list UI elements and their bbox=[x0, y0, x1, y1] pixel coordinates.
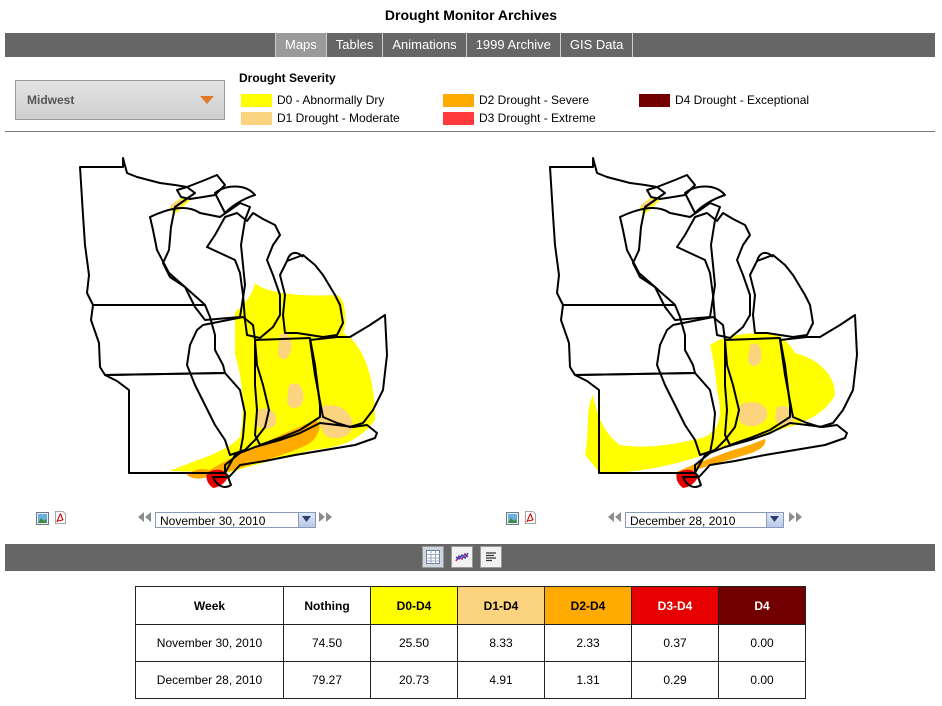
legend-item-d1: D1 Drought - Moderate bbox=[241, 111, 400, 125]
tab-maps[interactable]: Maps bbox=[275, 33, 326, 57]
col-header-d2-d4: D2-D4 bbox=[544, 586, 632, 625]
legend-item-d0: D0 - Abnormally Dry bbox=[241, 93, 384, 107]
col-header-d1-d4: D1-D4 bbox=[457, 586, 545, 625]
legend-label-d1: D1 Drought - Moderate bbox=[277, 111, 400, 125]
col-header-d0-d4: D0-D4 bbox=[370, 586, 458, 625]
rewind-icon[interactable] bbox=[607, 511, 622, 523]
tab-1999-archive[interactable]: 1999 Archive bbox=[465, 33, 560, 57]
cell-d3-d4: 0.29 bbox=[631, 661, 719, 699]
legend-swatch-d3 bbox=[443, 111, 474, 125]
chevron-down-icon bbox=[200, 96, 214, 104]
nav-tabs: Maps Tables Animations 1999 Archive GIS … bbox=[275, 33, 634, 57]
cell-d0-d4: 25.50 bbox=[370, 624, 458, 662]
legend-swatch-d4 bbox=[639, 93, 670, 107]
legend-label-d2: D2 Drought - Severe bbox=[479, 93, 590, 107]
col-header-d4: D4 bbox=[718, 586, 806, 625]
image-icon[interactable] bbox=[506, 512, 519, 525]
table-row: December 28, 2010 79.27 20.73 4.91 1.31 … bbox=[135, 661, 806, 699]
rewind-icon[interactable] bbox=[137, 511, 152, 523]
col-header-d3-d4: D3-D4 bbox=[631, 586, 719, 625]
cell-nothing: 79.27 bbox=[283, 661, 371, 699]
date-select-right[interactable]: December 28, 2010 bbox=[625, 512, 784, 528]
cell-week: December 28, 2010 bbox=[135, 661, 284, 699]
legend-title: Drought Severity bbox=[239, 71, 336, 85]
legend-swatch-d0 bbox=[241, 93, 272, 107]
table-icon bbox=[426, 550, 440, 564]
drought-stats-table: Week Nothing D0-D4 D1-D4 D2-D4 D3-D4 D4 … bbox=[135, 586, 806, 699]
tab-animations[interactable]: Animations bbox=[382, 33, 465, 57]
text-icon bbox=[486, 552, 496, 562]
nav-bar: Maps Tables Animations 1999 Archive GIS … bbox=[5, 33, 935, 57]
legend-label-d0: D0 - Abnormally Dry bbox=[277, 93, 385, 107]
region-dropdown[interactable]: Midwest bbox=[15, 80, 225, 120]
section-divider bbox=[5, 131, 935, 132]
fast-forward-icon[interactable] bbox=[788, 511, 803, 523]
cell-d1-d4: 4.91 bbox=[457, 661, 545, 699]
legend-label-d4: D4 Drought - Exceptional bbox=[675, 93, 810, 107]
chart-icon bbox=[455, 552, 469, 562]
col-header-nothing: Nothing bbox=[283, 586, 371, 625]
date-select-right-value: December 28, 2010 bbox=[630, 514, 736, 528]
cell-d3-d4: 0.37 bbox=[631, 624, 719, 662]
date-select-left-value: November 30, 2010 bbox=[160, 514, 266, 528]
text-view-button[interactable] bbox=[480, 546, 502, 568]
state-borders-left bbox=[79, 157, 388, 488]
cell-d4: 0.00 bbox=[718, 661, 806, 699]
chevron-down-icon bbox=[766, 513, 783, 527]
cell-week: November 30, 2010 bbox=[135, 624, 284, 662]
legend-label-d3: D3 Drought - Extreme bbox=[479, 111, 596, 125]
drought-areas-left bbox=[170, 197, 375, 488]
tab-tables[interactable]: Tables bbox=[325, 33, 383, 57]
cell-d1-d4: 8.33 bbox=[457, 624, 545, 662]
drought-map-left bbox=[79, 157, 388, 488]
image-icon[interactable] bbox=[36, 512, 49, 525]
legend-swatch-d2 bbox=[443, 93, 474, 107]
cell-d2-d4: 2.33 bbox=[544, 624, 632, 662]
state-borders-right bbox=[549, 157, 858, 488]
table-header-row: Week Nothing D0-D4 D1-D4 D2-D4 D3-D4 D4 bbox=[135, 586, 806, 625]
pdf-icon[interactable] bbox=[524, 511, 537, 524]
chart-view-button[interactable] bbox=[451, 546, 473, 568]
chevron-down-icon bbox=[298, 513, 315, 527]
cell-d2-d4: 1.31 bbox=[544, 661, 632, 699]
cell-nothing: 74.50 bbox=[283, 624, 371, 662]
drought-map-right bbox=[549, 157, 858, 488]
drought-areas-right bbox=[585, 197, 835, 488]
table-view-button[interactable] bbox=[422, 546, 444, 568]
view-toolbar bbox=[5, 544, 935, 571]
col-header-week: Week bbox=[135, 586, 284, 625]
cell-d4: 0.00 bbox=[718, 624, 806, 662]
date-select-left[interactable]: November 30, 2010 bbox=[155, 512, 316, 528]
table-row: November 30, 2010 74.50 25.50 8.33 2.33 … bbox=[135, 624, 806, 662]
legend-item-d2: D2 Drought - Severe bbox=[443, 93, 589, 107]
cell-d0-d4: 20.73 bbox=[370, 661, 458, 699]
tab-gis-data[interactable]: GIS Data bbox=[559, 33, 634, 57]
pdf-icon[interactable] bbox=[54, 511, 67, 524]
legend-item-d4: D4 Drought - Exceptional bbox=[639, 93, 809, 107]
page-title: Drought Monitor Archives bbox=[384, 7, 558, 23]
region-dropdown-value: Midwest bbox=[27, 93, 75, 107]
fast-forward-icon[interactable] bbox=[318, 511, 333, 523]
legend-item-d3: D3 Drought - Extreme bbox=[443, 111, 596, 125]
legend-swatch-d1 bbox=[241, 111, 272, 125]
